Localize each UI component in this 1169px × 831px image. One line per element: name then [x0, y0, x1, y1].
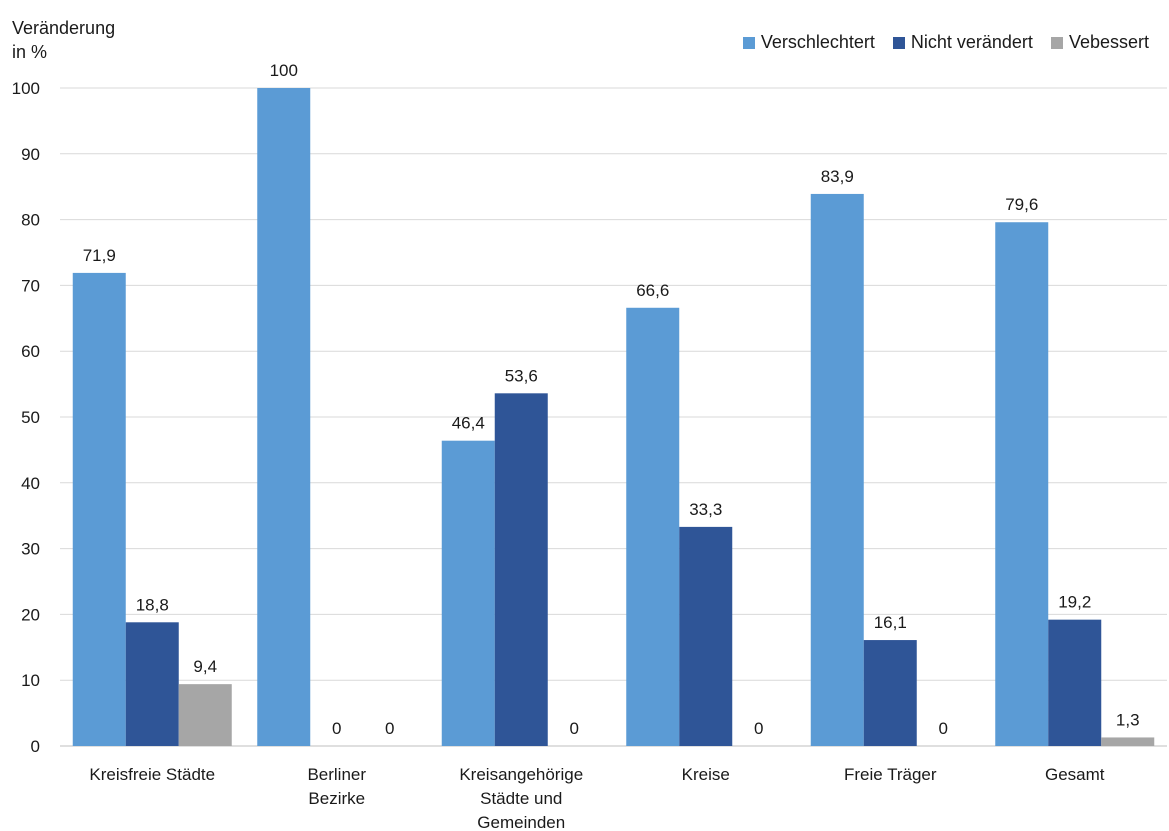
data-label: 0: [570, 719, 579, 738]
y-tick-label: 70: [21, 276, 40, 295]
data-label: 71,9: [83, 246, 116, 265]
x-tick-label: Gesamt: [1045, 765, 1105, 784]
bar: [811, 194, 864, 746]
y-tick-label: 0: [31, 737, 40, 756]
x-tick-label: Berliner Bezirke: [307, 765, 366, 808]
data-label: 16,1: [874, 613, 907, 632]
x-tick-label: Freie Träger: [844, 765, 937, 784]
data-label: 19,2: [1058, 593, 1091, 612]
bar: [73, 273, 126, 746]
bar: [1048, 620, 1101, 746]
data-label: 1,3: [1116, 710, 1140, 729]
data-label: 66,6: [636, 281, 669, 300]
y-tick-label: 20: [21, 605, 40, 624]
x-tick-label-line: Gesamt: [1045, 765, 1105, 784]
y-tick-label: 90: [21, 145, 40, 164]
bar: [257, 88, 310, 746]
data-label: 0: [939, 719, 948, 738]
bar: [1101, 737, 1154, 746]
data-label: 79,6: [1005, 195, 1038, 214]
data-label: 33,3: [689, 500, 722, 519]
x-tick-label-line: Bezirke: [308, 789, 365, 808]
x-tick-label: Kreisfreie Städte: [89, 765, 215, 784]
bar: [995, 222, 1048, 746]
bar: [864, 640, 917, 746]
x-tick-label-line: Kreisfreie Städte: [89, 765, 215, 784]
bar: [679, 527, 732, 746]
y-tick-label: 50: [21, 408, 40, 427]
data-label: 83,9: [821, 167, 854, 186]
x-tick-label-line: Städte und: [480, 789, 562, 808]
bar: [495, 393, 548, 746]
x-tick-label-line: Berliner: [307, 765, 366, 784]
x-tick-label-line: Gemeinden: [477, 813, 565, 831]
y-tick-label: 40: [21, 474, 40, 493]
data-label: 9,4: [193, 657, 217, 676]
x-tick-label-line: Freie Träger: [844, 765, 937, 784]
x-tick-label: Kreise: [682, 765, 730, 784]
data-label: 0: [385, 719, 394, 738]
x-tick-label: Kreisangehörige Städte und Gemeinden: [459, 765, 583, 831]
bar: [126, 622, 179, 746]
bar: [626, 308, 679, 746]
data-label: 46,4: [452, 414, 485, 433]
data-label: 18,8: [136, 595, 169, 614]
y-tick-label: 10: [21, 671, 40, 690]
x-tick-label-line: Kreise: [682, 765, 730, 784]
y-tick-label: 60: [21, 342, 40, 361]
data-label: 0: [332, 719, 341, 738]
bar: [179, 684, 232, 746]
data-label: 100: [270, 61, 298, 80]
bar: [442, 441, 495, 746]
x-tick-label-line: Kreisangehörige: [459, 765, 583, 784]
y-tick-label: 80: [21, 211, 40, 230]
y-tick-label: 100: [12, 79, 40, 98]
y-tick-label: 30: [21, 540, 40, 559]
data-label: 53,6: [505, 366, 538, 385]
data-label: 0: [754, 719, 763, 738]
